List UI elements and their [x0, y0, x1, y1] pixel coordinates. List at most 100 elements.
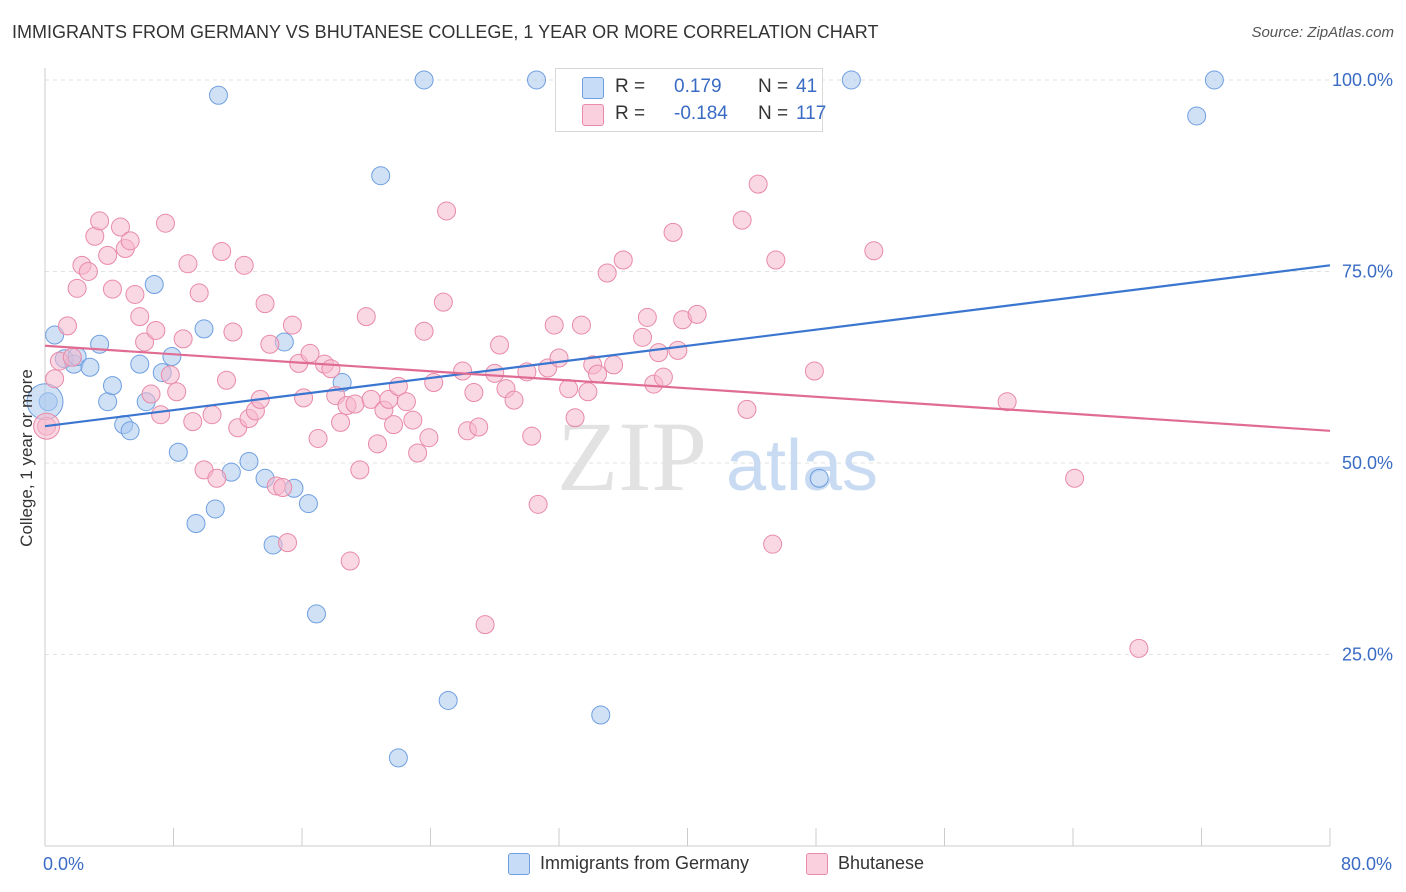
data-point — [45, 325, 65, 345]
data-point — [637, 307, 657, 327]
data-point — [298, 494, 318, 514]
data-point — [98, 392, 118, 412]
data-point — [135, 332, 155, 352]
data-point — [239, 451, 259, 471]
y-tick-label: 50.0% — [1342, 453, 1393, 473]
data-point — [649, 343, 669, 363]
bottom-legend-label-bhutanese: Bhutanese — [838, 853, 925, 873]
bottom-legend-swatch-germany — [508, 853, 530, 875]
data-point — [453, 361, 473, 381]
data-point — [110, 217, 130, 237]
data-point — [67, 278, 87, 298]
data-point — [388, 748, 408, 768]
data-point — [278, 533, 298, 553]
data-point — [102, 376, 122, 396]
data-point — [485, 363, 505, 383]
data-point — [217, 370, 237, 390]
legend-n-value: 41 — [796, 76, 818, 97]
data-point — [273, 477, 293, 497]
data-point — [437, 201, 457, 221]
data-point — [864, 241, 884, 261]
data-point — [396, 392, 416, 412]
data-point — [80, 357, 100, 377]
data-point — [1065, 468, 1085, 488]
data-point — [78, 261, 98, 281]
data-point — [208, 85, 228, 105]
data-point — [130, 354, 150, 374]
y-tick-label: 100.0% — [1332, 70, 1393, 90]
data-point — [544, 315, 564, 335]
bottom-legend-label-germany: Immigrants from Germany — [540, 853, 750, 873]
correlation-legend: R = 0.179 N = 41 R = -0.184 N = 117 — [555, 68, 827, 132]
data-point — [345, 394, 365, 414]
data-point — [308, 428, 328, 448]
data-point — [120, 421, 140, 441]
data-point — [151, 405, 171, 425]
data-point — [130, 307, 150, 327]
x-tick-label: 80.0% — [1341, 854, 1392, 874]
legend-n-value: 117 — [796, 103, 827, 124]
data-point — [414, 70, 434, 90]
data-point — [331, 412, 351, 432]
data-point — [255, 294, 275, 314]
data-point — [223, 322, 243, 342]
data-point — [490, 335, 510, 355]
data-point — [340, 551, 360, 571]
data-point — [419, 428, 439, 448]
data-point — [571, 315, 591, 335]
legend-swatch-bhutanese — [582, 104, 604, 126]
data-point — [549, 348, 569, 368]
data-point — [559, 379, 579, 399]
data-point — [62, 347, 82, 367]
data-point — [367, 434, 387, 454]
legend-swatch-germany — [582, 77, 604, 99]
data-point — [633, 327, 653, 347]
trend-lines — [44, 264, 1331, 432]
data-point — [186, 513, 206, 533]
data-point — [282, 315, 302, 335]
data-point — [144, 274, 164, 294]
source-label: Source: ZipAtlas.com — [1251, 24, 1394, 41]
legend-n-label: N = — [758, 103, 789, 124]
data-point — [234, 255, 254, 275]
data-point — [90, 211, 110, 231]
data-point — [403, 410, 423, 430]
data-point — [588, 364, 608, 384]
data-point — [737, 399, 757, 419]
watermark-atlas: atlas — [726, 426, 878, 506]
series-bhutanese — [33, 174, 1149, 658]
legend-r-value: 0.179 — [674, 76, 722, 97]
data-point — [809, 468, 829, 488]
data-point — [1187, 106, 1207, 126]
data-point — [527, 70, 547, 90]
data-point — [202, 405, 222, 425]
data-point — [160, 365, 180, 385]
data-point — [997, 392, 1017, 412]
data-point — [146, 320, 166, 340]
data-point — [668, 340, 688, 360]
watermark: ZIP atlas — [557, 401, 878, 512]
data-point — [528, 494, 548, 514]
data-point — [1129, 638, 1149, 658]
data-point — [597, 263, 617, 283]
data-point — [155, 213, 175, 233]
data-point — [384, 415, 404, 435]
data-point — [469, 417, 489, 437]
legend-r-label: R = — [615, 76, 646, 97]
data-point — [212, 242, 232, 262]
chart-title: IMMIGRANTS FROM GERMANY VS BHUTANESE COL… — [12, 22, 879, 42]
data-point — [356, 307, 376, 327]
data-point — [189, 283, 209, 303]
data-point — [183, 412, 203, 432]
data-point — [207, 468, 227, 488]
data-point — [414, 321, 434, 341]
trend-line — [44, 264, 1331, 428]
legend-r-label: R = — [615, 103, 646, 124]
axes — [44, 68, 1331, 847]
data-point — [653, 367, 673, 387]
data-point — [578, 382, 598, 402]
data-point — [766, 250, 786, 270]
data-point — [260, 334, 280, 354]
data-point — [763, 534, 783, 554]
